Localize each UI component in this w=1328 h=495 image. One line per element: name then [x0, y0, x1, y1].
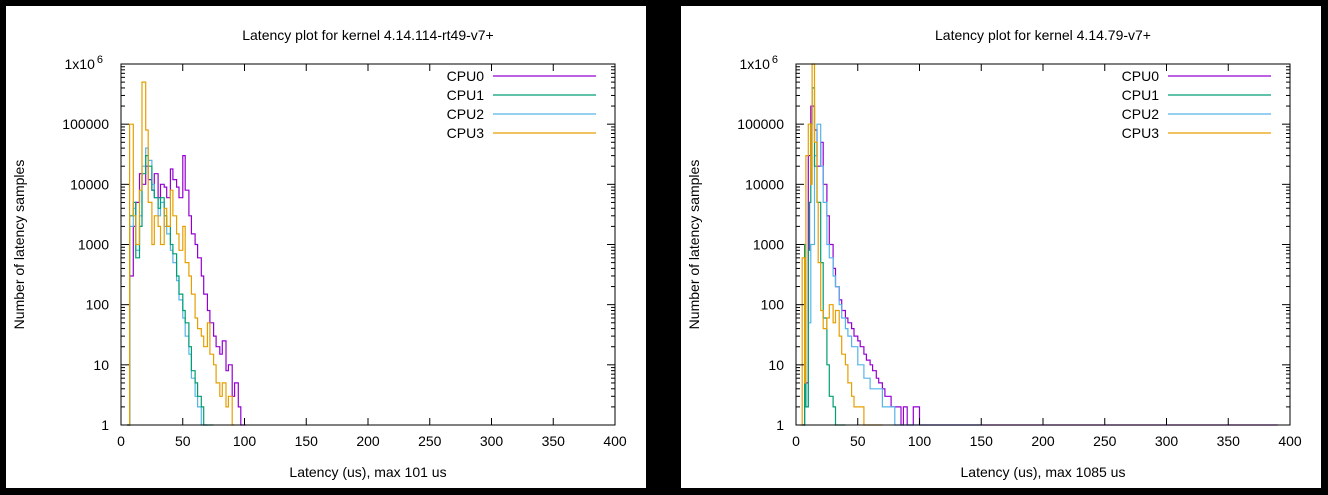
- y-tick-label: 1: [776, 417, 784, 433]
- x-tick-label: 350: [1217, 433, 1241, 449]
- y-tick-text: 10000: [70, 176, 109, 192]
- series-line-cpu2: [802, 123, 982, 426]
- y-tick-label: 100000: [737, 116, 784, 132]
- legend-label-cpu3: CPU3: [1122, 125, 1160, 141]
- x-tick-label: 50: [175, 433, 191, 449]
- x-tick-label: 350: [542, 433, 566, 449]
- x-tick-label: 300: [480, 433, 504, 449]
- y-tick-label: 1x10 6: [740, 54, 778, 72]
- y-tick-exponent: 6: [97, 54, 103, 66]
- x-axis-label: Latency (us), max 101 us: [289, 464, 446, 480]
- y-tick-text: 100000: [62, 116, 109, 132]
- series-line-cpu3: [799, 63, 883, 426]
- y-tick-label: 1000: [753, 237, 784, 253]
- y-axis-label: Number of latency samples: [11, 160, 27, 330]
- legend-label-cpu1: CPU1: [1122, 87, 1160, 103]
- x-tick-label: 0: [117, 433, 125, 449]
- y-axis-label: Number of latency samples: [686, 160, 702, 330]
- series-line-cpu0: [127, 155, 246, 426]
- y-tick-text: 100: [761, 297, 785, 313]
- plot-frame: [795, 63, 1291, 426]
- y-tick-label: 1: [101, 417, 109, 433]
- y-tick-text: 1000: [78, 237, 109, 253]
- y-tick-text: 1: [101, 417, 109, 433]
- y-tick-label: 100000: [62, 116, 109, 132]
- x-tick-label: 300: [1155, 433, 1179, 449]
- chart-title: Latency plot for kernel 4.14.114-rt49-v7…: [242, 27, 494, 43]
- y-tick-label: 10000: [745, 176, 784, 192]
- y-tick-base: 1x10: [740, 56, 771, 72]
- y-tick-text: 1000: [753, 237, 784, 253]
- x-tick-label: 200: [356, 433, 380, 449]
- y-tick-text: 100000: [737, 116, 784, 132]
- y-tick-text: 100: [86, 297, 110, 313]
- y-tick-text: 10000: [745, 176, 784, 192]
- series-line-cpu0: [802, 105, 1278, 426]
- x-tick-label: 400: [603, 433, 627, 449]
- x-tick-label: 100: [908, 433, 932, 449]
- latency-chart-right: Latency plot for kernel 4.14.79-v7+ Laten…: [686, 27, 1302, 480]
- x-tick-label: 150: [970, 433, 994, 449]
- x-axis-label: Latency (us), max 1085 us: [961, 464, 1126, 480]
- x-tick-label: 50: [850, 433, 866, 449]
- x-tick-label: 0: [792, 433, 800, 449]
- x-tick-label: 150: [295, 433, 319, 449]
- y-tick-text: 10: [768, 357, 784, 373]
- y-tick-label: 1x10 6: [65, 54, 103, 72]
- chart-title: Latency plot for kernel 4.14.79-v7+: [935, 27, 1151, 43]
- legend-label-cpu1: CPU1: [447, 87, 485, 103]
- legend-label-cpu2: CPU2: [1122, 106, 1160, 122]
- y-tick-label: 1000: [78, 237, 109, 253]
- y-tick-base: 1x10: [65, 56, 96, 72]
- y-tick-exponent: 6: [772, 54, 778, 66]
- series-line-cpu3: [127, 81, 235, 426]
- legend-label-cpu0: CPU0: [447, 68, 485, 84]
- y-tick-text: 1: [776, 417, 784, 433]
- y-tick-label: 100: [86, 297, 110, 313]
- chart-panel-right: Latency plot for kernel 4.14.79-v7+ Laten…: [681, 6, 1321, 488]
- y-tick-label: 10: [93, 357, 109, 373]
- x-tick-label: 250: [418, 433, 442, 449]
- x-tick-label: 250: [1093, 433, 1117, 449]
- y-tick-text: 10: [93, 357, 109, 373]
- legend-label-cpu3: CPU3: [447, 125, 485, 141]
- y-tick-label: 10000: [70, 176, 109, 192]
- legend-label-cpu0: CPU0: [1122, 68, 1160, 84]
- legend-label-cpu2: CPU2: [447, 106, 485, 122]
- latency-chart-left: Latency plot for kernel 4.14.114-rt49-v7…: [11, 27, 627, 480]
- y-tick-label: 100: [761, 297, 785, 313]
- y-tick-label: 10: [768, 357, 784, 373]
- chart-panel-left: Latency plot for kernel 4.14.114-rt49-v7…: [6, 6, 646, 488]
- x-tick-label: 400: [1278, 433, 1302, 449]
- x-tick-label: 200: [1031, 433, 1055, 449]
- x-tick-label: 100: [233, 433, 257, 449]
